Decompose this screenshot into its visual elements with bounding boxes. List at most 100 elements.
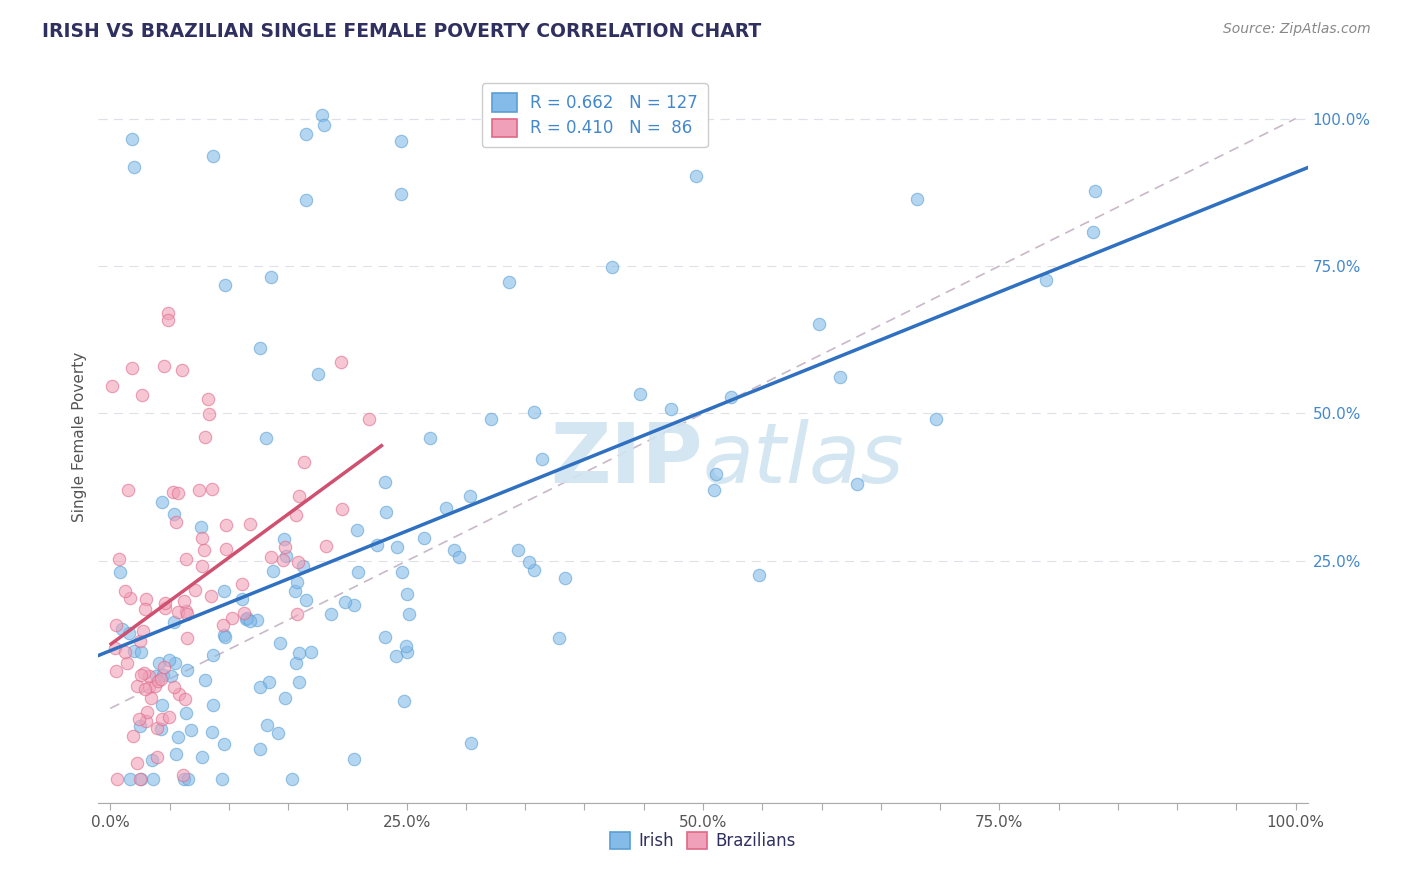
Point (517, 555, 540, 569)
Point (256, 718, 278, 732)
Point (127, 679, 149, 693)
Point (169, 687, 191, 701)
Point (180, 723, 202, 737)
Point (295, 193, 318, 207)
Point (118, 626, 141, 640)
Point (211, 772, 233, 787)
Point (395, 586, 418, 600)
Point (269, 636, 291, 650)
Point (135, 592, 157, 607)
Point (166, 605, 188, 619)
Point (284, 656, 307, 670)
Point (131, 388, 153, 402)
Point (197, 392, 219, 406)
Point (212, 737, 235, 751)
Point (374, 475, 396, 490)
Point (188, 483, 211, 497)
Point (925, 411, 948, 425)
Point (157, 710, 180, 724)
Point (174, 552, 197, 566)
Point (166, 486, 188, 500)
Point (239, 517, 262, 532)
Point (375, 504, 398, 518)
Point (191, 559, 214, 574)
Point (231, 577, 253, 591)
Point (159, 669, 181, 683)
Point (389, 134, 412, 148)
Point (165, 656, 187, 670)
Point (506, 542, 529, 557)
Point (163, 680, 186, 694)
Point (129, 645, 152, 659)
Point (314, 119, 336, 133)
Point (128, 719, 150, 733)
Point (167, 730, 190, 744)
Point (145, 669, 167, 683)
Point (122, 730, 145, 744)
Point (122, 160, 145, 174)
Point (273, 553, 295, 567)
Point (287, 555, 309, 569)
Point (105, 772, 128, 787)
Point (389, 187, 412, 202)
Point (146, 750, 169, 764)
Point (548, 631, 571, 645)
Text: Source: ZipAtlas.com: Source: ZipAtlas.com (1223, 22, 1371, 37)
Point (374, 630, 396, 644)
Point (246, 613, 269, 627)
Point (118, 772, 141, 787)
Y-axis label: Single Female Poverty: Single Female Poverty (72, 352, 87, 522)
Point (288, 674, 311, 689)
Point (190, 749, 212, 764)
Point (523, 405, 546, 419)
Point (176, 706, 198, 720)
Point (201, 648, 224, 662)
Point (194, 673, 217, 687)
Point (193, 543, 215, 558)
Point (330, 355, 353, 369)
Point (292, 559, 315, 574)
Point (177, 772, 200, 787)
Point (273, 532, 295, 546)
Point (145, 721, 167, 735)
Point (111, 622, 134, 636)
Point (387, 540, 409, 554)
Point (121, 361, 143, 376)
Point (748, 568, 770, 582)
Point (274, 690, 297, 705)
Point (905, 192, 928, 206)
Point (114, 583, 136, 598)
Point (447, 550, 470, 565)
Point (239, 614, 262, 628)
Point (163, 615, 186, 629)
Point (249, 741, 271, 756)
Point (530, 451, 553, 466)
Point (157, 305, 180, 319)
Point (157, 653, 180, 667)
Point (443, 543, 465, 558)
Point (202, 698, 225, 712)
Point (129, 633, 152, 648)
Point (235, 612, 257, 626)
Point (134, 682, 156, 697)
Point (135, 714, 157, 729)
Point (176, 663, 198, 677)
Point (138, 669, 160, 683)
Point (114, 645, 136, 659)
Point (166, 747, 188, 761)
Point (215, 542, 238, 557)
Point (122, 644, 145, 658)
Point (628, 387, 651, 401)
Point (807, 318, 830, 332)
Point (249, 680, 271, 694)
Point (554, 571, 576, 585)
Point (135, 705, 157, 719)
Point (704, 467, 727, 481)
Point (333, 595, 356, 609)
Point (231, 592, 253, 607)
Point (288, 646, 311, 660)
Point (132, 624, 155, 638)
Point (121, 132, 143, 146)
Point (460, 736, 482, 750)
Point (170, 363, 193, 377)
